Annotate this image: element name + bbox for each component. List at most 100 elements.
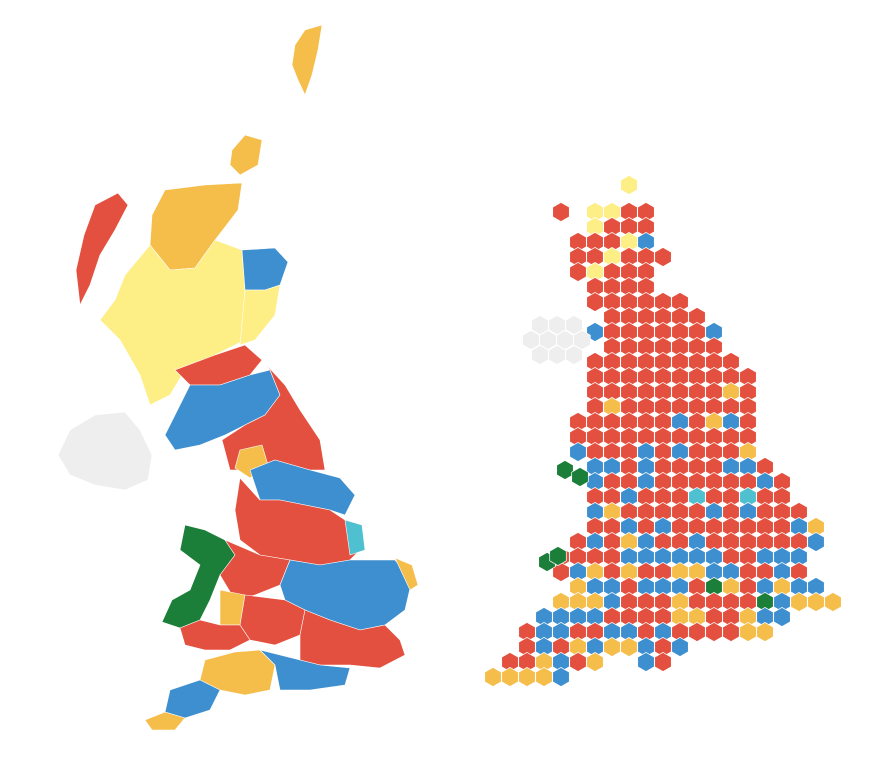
constituency-hex bbox=[637, 231, 655, 253]
constituency-hex bbox=[539, 329, 557, 351]
constituency-hex bbox=[722, 576, 740, 598]
constituency-hex bbox=[603, 621, 621, 643]
constituency-hex bbox=[603, 291, 621, 313]
constituency-hex bbox=[671, 486, 689, 508]
constituency-hex bbox=[739, 411, 757, 433]
region bbox=[219, 539, 291, 601]
constituency-hex bbox=[722, 501, 740, 523]
constituency-hex bbox=[773, 501, 791, 523]
constituency-hex bbox=[705, 351, 723, 373]
constituency-hex bbox=[603, 441, 621, 463]
constituency-hex bbox=[620, 381, 638, 403]
constituency-hex bbox=[637, 591, 655, 613]
constituency-hex bbox=[535, 666, 553, 688]
constituency-hex bbox=[620, 606, 638, 628]
constituency-hex bbox=[586, 516, 604, 538]
constituency-hex bbox=[603, 261, 621, 283]
constituency-hex bbox=[688, 336, 706, 358]
constituency-hex bbox=[637, 201, 655, 223]
constituency-hex bbox=[739, 471, 757, 493]
constituency-hex bbox=[637, 426, 655, 448]
constituency-hex bbox=[552, 621, 570, 643]
constituency-hex bbox=[688, 621, 706, 643]
region bbox=[394, 557, 419, 591]
constituency-hex bbox=[569, 261, 587, 283]
constituency-hex bbox=[637, 351, 655, 373]
constituency-hex bbox=[548, 314, 566, 336]
constituency-hex bbox=[501, 651, 519, 673]
constituency-hex bbox=[620, 261, 638, 283]
constituency-hex bbox=[739, 516, 757, 538]
region bbox=[241, 247, 289, 291]
constituency-hex bbox=[620, 456, 638, 478]
constituency-hex bbox=[654, 411, 672, 433]
constituency-hex bbox=[739, 606, 757, 628]
constituency-hex bbox=[573, 329, 591, 351]
constituency-hex bbox=[586, 261, 604, 283]
constituency-hex bbox=[620, 396, 638, 418]
constituency-hex bbox=[739, 396, 757, 418]
constituency-hex bbox=[722, 456, 740, 478]
constituency-hex bbox=[620, 501, 638, 523]
constituency-hex bbox=[739, 561, 757, 583]
constituency-hex bbox=[586, 276, 604, 298]
constituency-hex bbox=[620, 561, 638, 583]
constituency-hex bbox=[688, 381, 706, 403]
constituency-hex bbox=[773, 576, 791, 598]
constituency-hex bbox=[671, 426, 689, 448]
constituency-hex bbox=[637, 381, 655, 403]
constituency-hex bbox=[824, 591, 842, 613]
constituency-hex bbox=[790, 591, 808, 613]
constituency-hex bbox=[637, 306, 655, 328]
constituency-hex bbox=[654, 471, 672, 493]
constituency-hex bbox=[671, 546, 689, 568]
constituency-hex bbox=[603, 216, 621, 238]
region bbox=[57, 411, 153, 491]
constituency-hex bbox=[671, 561, 689, 583]
constituency-hex bbox=[705, 531, 723, 553]
constituency-hex bbox=[552, 651, 570, 673]
constituency-hex bbox=[688, 531, 706, 553]
constituency-hex bbox=[637, 246, 655, 268]
constituency-hex bbox=[705, 516, 723, 538]
constituency-hex bbox=[756, 501, 774, 523]
constituency-hex bbox=[535, 651, 553, 673]
constituency-hex bbox=[654, 576, 672, 598]
constituency-hex bbox=[739, 486, 757, 508]
constituency-hex bbox=[603, 531, 621, 553]
constituency-hex bbox=[654, 606, 672, 628]
constituency-hex bbox=[705, 321, 723, 343]
constituency-hex bbox=[722, 516, 740, 538]
constituency-hex bbox=[620, 636, 638, 658]
constituency-hex bbox=[603, 591, 621, 613]
constituency-hex bbox=[739, 501, 757, 523]
constituency-hex bbox=[531, 344, 549, 366]
constituency-hex bbox=[773, 531, 791, 553]
constituency-hex bbox=[654, 561, 672, 583]
constituency-hex bbox=[722, 366, 740, 388]
region bbox=[179, 619, 251, 651]
hex-map bbox=[484, 174, 842, 688]
constituency-hex bbox=[620, 246, 638, 268]
constituency-hex bbox=[586, 396, 604, 418]
constituency-hex bbox=[705, 396, 723, 418]
constituency-hex bbox=[552, 636, 570, 658]
constituency-hex bbox=[620, 576, 638, 598]
constituency-hex bbox=[671, 471, 689, 493]
constituency-hex bbox=[722, 531, 740, 553]
constituency-hex bbox=[637, 261, 655, 283]
constituency-hex bbox=[722, 486, 740, 508]
constituency-hex bbox=[569, 246, 587, 268]
constituency-hex bbox=[654, 426, 672, 448]
constituency-hex bbox=[671, 621, 689, 643]
constituency-hex bbox=[484, 666, 502, 688]
constituency-hex bbox=[552, 606, 570, 628]
constituency-hex bbox=[654, 441, 672, 463]
constituency-hex bbox=[671, 321, 689, 343]
constituency-hex bbox=[637, 336, 655, 358]
constituency-hex bbox=[756, 576, 774, 598]
constituency-hex bbox=[586, 291, 604, 313]
constituency-hex bbox=[637, 396, 655, 418]
constituency-hex bbox=[586, 366, 604, 388]
